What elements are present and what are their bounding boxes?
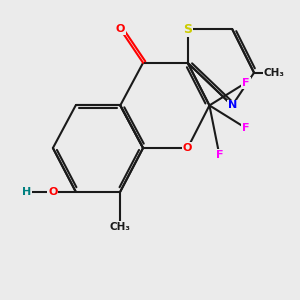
Text: N: N [228, 100, 237, 110]
Text: S: S [183, 22, 192, 36]
Text: CH₃: CH₃ [263, 68, 284, 78]
Text: O: O [183, 143, 192, 153]
Text: F: F [242, 78, 250, 88]
Text: H: H [22, 187, 31, 196]
Text: F: F [216, 150, 223, 160]
Text: CH₃: CH₃ [110, 222, 131, 232]
Text: O: O [48, 187, 58, 196]
Text: F: F [242, 123, 250, 133]
Text: O: O [116, 24, 125, 34]
